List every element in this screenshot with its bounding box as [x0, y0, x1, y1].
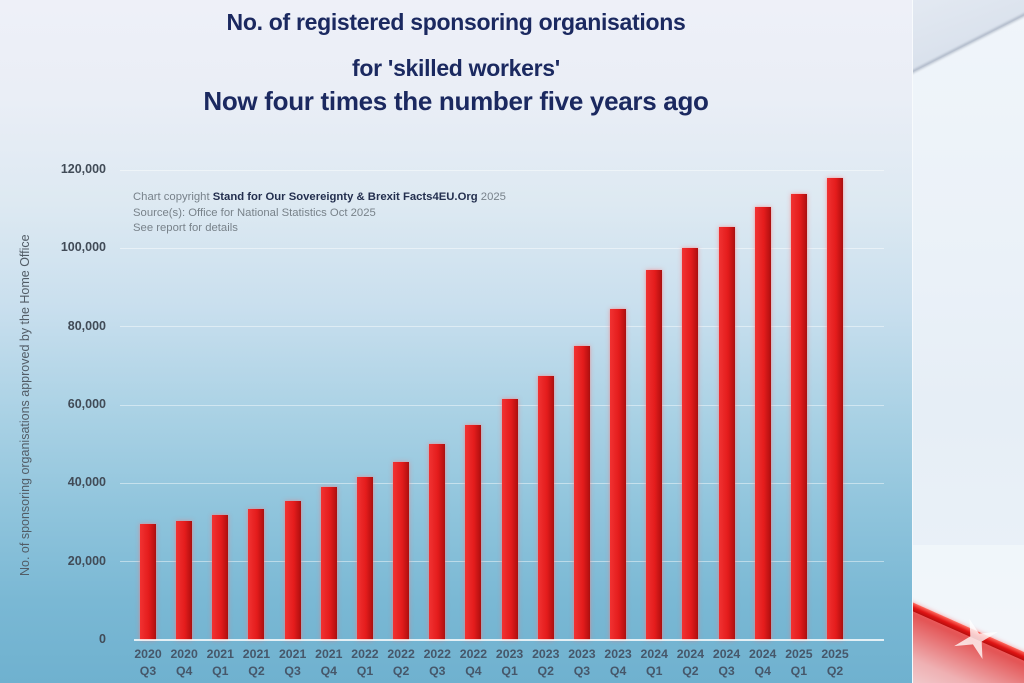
gridline-100000: [120, 247, 884, 249]
bar-2021-q1: [212, 515, 229, 640]
x-tick-label-2025-q2: 2025 Q2: [821, 647, 849, 678]
bar-2024-q4: [754, 207, 771, 640]
y-tick-label-80000: 80,000: [67, 318, 106, 333]
report-note: See report for details: [133, 222, 238, 234]
bar-2023-q4: [610, 309, 627, 640]
x-tick-label-2021-q1: 2021 Q1: [206, 647, 234, 678]
copyright-owner: Stand for Our Sovereignty & Brexit Facts…: [212, 191, 478, 203]
gridline-120000: [120, 169, 884, 171]
y-tick-label-0: 0: [99, 632, 106, 646]
x-tick-label-2024-q1: 2024 Q1: [640, 647, 668, 678]
copyright-line: Chart copyright Stand for Our Sovereignt…: [133, 191, 506, 203]
bar-2024-q3: [718, 227, 735, 640]
x-tick-label-2022-q1: 2022 Q1: [351, 647, 379, 678]
bar-2021-q2: [248, 509, 265, 640]
x-tick-label-2023-q1: 2023 Q1: [495, 647, 524, 678]
y-tick-label-20000: 20,000: [67, 553, 106, 568]
bar-2020-q4: [176, 521, 193, 640]
y-tick-label-120000: 120,000: [60, 162, 106, 176]
bar-2025-q2: [827, 178, 844, 640]
x-tick-label-2023-q4: 2023 Q4: [604, 647, 632, 678]
x-tick-label-2023-q3: 2023 Q3: [568, 647, 596, 678]
bar-2024-q1: [646, 270, 663, 640]
bar-2022-q1: [356, 477, 373, 640]
bar-2020-q3: [140, 524, 156, 640]
x-tick-label-2022-q2: 2022 Q2: [387, 647, 415, 678]
x-axis-baseline: [134, 639, 884, 641]
y-tick-label-100000: 100,000: [60, 240, 106, 255]
chart-subtitle: Now four times the number five years ago: [203, 86, 709, 116]
x-tick-label-2024-q2: 2024 Q2: [676, 647, 705, 678]
x-tick-label-2021-q2: 2021 Q2: [242, 647, 271, 678]
gridline-80000: [120, 326, 884, 328]
chart-title-line1: No. of registered sponsoring organisatio…: [226, 9, 686, 35]
bar-2022-q3: [429, 444, 446, 640]
source-line: Source(s): Office for National Statistic…: [133, 206, 376, 219]
bar-2022-q4: [465, 425, 482, 640]
x-tick-label-2020-q4: 2020 Q4: [170, 647, 198, 678]
bar-2024-q2: [682, 248, 699, 640]
x-tick-label-2020-q3: 2020 Q3: [134, 647, 162, 678]
x-tick-label-2021-q4: 2021 Q4: [315, 647, 343, 678]
x-tick-label-2024-q4: 2024 Q4: [749, 647, 777, 678]
bar-2023-q2: [537, 376, 554, 640]
y-tick-label-60000: 60,000: [67, 397, 106, 411]
x-tick-label-2023-q2: 2023 Q2: [532, 647, 560, 678]
bar-2021-q3: [284, 501, 301, 640]
x-tick-label-2022-q3: 2022 Q3: [423, 647, 451, 678]
x-tick-label-2022-q4: 2022 Q4: [459, 647, 488, 678]
chart-title-line2: for 'skilled workers': [352, 55, 560, 81]
x-tick-label-2024-q3: 2024 Q3: [712, 647, 741, 678]
bar-2025-q1: [790, 194, 807, 640]
y-tick-label-40000: 40,000: [67, 475, 106, 490]
copyright-block: Chart copyright Stand for Our Sovereignt…: [133, 190, 506, 237]
bar-2022-q2: [393, 462, 410, 640]
bar-2023-q1: [501, 399, 518, 640]
studio-backdrop-panel: [912, 0, 1024, 683]
bar-2023-q3: [573, 346, 590, 640]
x-tick-label-2021-q3: 2021 Q3: [278, 647, 307, 678]
bar-2021-q4: [320, 487, 337, 640]
x-tick-label-2025-q1: 2025 Q1: [785, 647, 813, 678]
